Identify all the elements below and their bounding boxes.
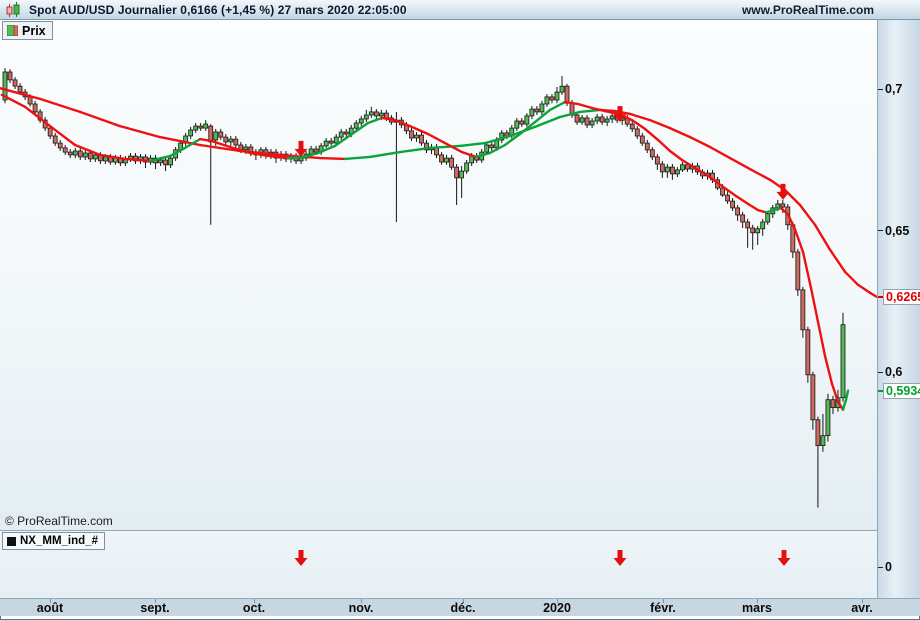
tick-mark	[878, 371, 883, 373]
time-tick-mark	[254, 599, 255, 603]
indicator-zero-label: 0	[885, 560, 892, 574]
price-axis[interactable]: 0,7 0,65 0,6 0,6265 0,5934 0	[877, 20, 920, 598]
time-tick-mark	[663, 599, 664, 603]
signal-arrow-icon	[294, 550, 308, 566]
tab-indicator[interactable]: NX_MM_ind_#	[2, 532, 105, 550]
tick-mark	[878, 389, 883, 392]
time-tick-mark	[757, 599, 758, 603]
price-tab-icon	[7, 25, 18, 36]
tick-mark	[878, 296, 883, 298]
time-axis[interactable]: août sept. oct. nov. déc. 2020 févr. mars avr.	[0, 598, 920, 616]
time-axis-label: oct.	[242, 601, 266, 615]
signal-arrow-icon	[294, 140, 308, 157]
tick-mark	[878, 230, 883, 231]
price-tick-label: 0,65	[885, 223, 910, 238]
indicator-zero-tick: 0	[878, 559, 892, 575]
price-tick: 0,6	[878, 364, 902, 380]
price-chart-canvas[interactable]	[0, 20, 877, 530]
indicator-tab-label: NX_MM_ind_#	[20, 535, 98, 547]
price-tab-label: Prix	[22, 23, 46, 38]
time-axis-label: mars	[742, 601, 772, 615]
panel-divider[interactable]	[0, 530, 877, 531]
price-tick-label: 0,6	[885, 365, 903, 379]
tick-mark	[878, 88, 883, 90]
time-axis-label: sept.	[140, 601, 170, 615]
indicator-panel[interactable]: NX_MM_ind_#	[0, 531, 877, 598]
time-axis-label: avr.	[851, 601, 873, 615]
time-tick-mark	[50, 599, 51, 603]
price-tick: 0,65	[878, 223, 909, 239]
time-axis-label: nov.	[348, 601, 374, 615]
indicator-canvas[interactable]	[0, 531, 877, 598]
signal-arrow-icon	[776, 183, 790, 200]
page-title: Spot AUD/USD Journalier 0,6166 (+1,45 %)…	[29, 2, 407, 17]
price-tick-label: 0,7	[885, 82, 903, 96]
ma-value-label: 0,6265	[878, 288, 920, 306]
time-axis-label: 2020	[543, 601, 571, 615]
ma-value-text: 0,5934	[883, 382, 920, 399]
signal-arrow-icon	[613, 106, 627, 123]
tab-prix[interactable]: Prix	[2, 21, 53, 40]
signal-arrow-icon	[777, 550, 791, 566]
copyright-text: © ProRealTime.com	[5, 514, 113, 528]
price-tick: 0,7	[878, 81, 902, 97]
time-tick-mark	[361, 599, 362, 603]
ma-value-text: 0,6265	[883, 289, 920, 305]
tick-mark	[878, 566, 883, 568]
time-tick-mark	[155, 599, 156, 603]
price-chart-panel[interactable]: Prix © ProRealTime.com	[0, 20, 877, 530]
ma-value-label: 0,5934	[878, 382, 920, 400]
time-axis-label: août	[36, 601, 64, 615]
candlestick-icon	[6, 1, 20, 17]
indicator-tab-icon	[7, 536, 16, 546]
signal-arrow-icon	[613, 550, 627, 566]
time-tick-mark	[557, 599, 558, 603]
time-tick-mark	[463, 599, 464, 603]
time-tick-mark	[862, 599, 863, 603]
time-axis-label: févr.	[650, 601, 676, 615]
site-link[interactable]: www.ProRealTime.com	[741, 2, 874, 17]
title-bar: Spot AUD/USD Journalier 0,6166 (+1,45 %)…	[0, 0, 920, 20]
time-axis-label: déc.	[450, 601, 476, 615]
